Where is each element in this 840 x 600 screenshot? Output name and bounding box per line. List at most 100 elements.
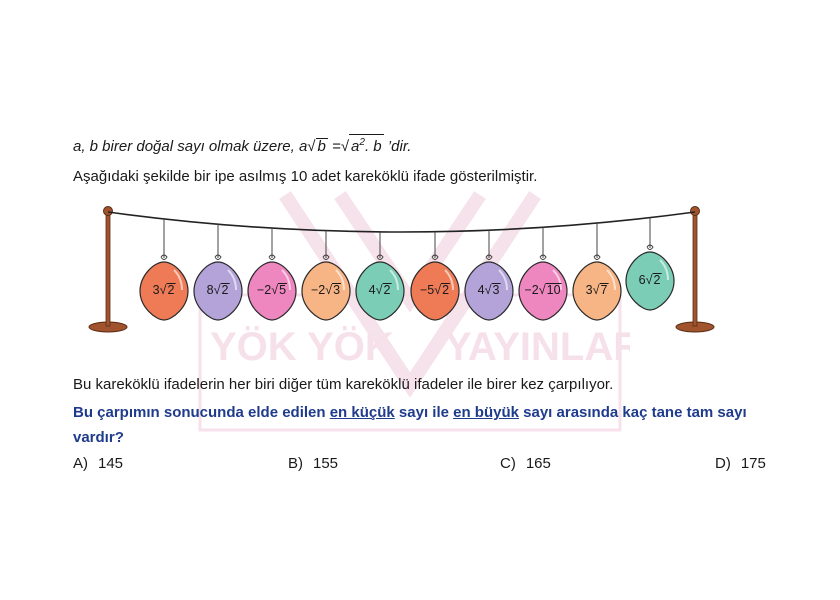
sqrt-symbol: √ (645, 273, 653, 287)
balloon-body (464, 261, 514, 321)
choice-b-label: B) (288, 455, 303, 472)
balloon (301, 230, 351, 321)
balloon-label: 8√2 (207, 283, 230, 297)
balloon-shine (281, 269, 291, 291)
root-rest: . b (364, 138, 382, 155)
balloon-radicand: 2 (382, 283, 392, 297)
balloon-body (625, 251, 675, 311)
balloon-radicand: 2 (220, 283, 230, 297)
problem-statement: Bu kareköklü ifadelerin her biri diğer t… (73, 376, 614, 393)
balloon-shine (552, 269, 562, 291)
balloon-body (301, 261, 351, 321)
balloon-body (193, 261, 243, 321)
sqrt-symbol: √ (538, 283, 546, 297)
balloon-knot (646, 244, 654, 250)
choice-c[interactable]: C) 165 (500, 455, 551, 472)
balloon (410, 231, 460, 321)
balloon-radicand: 5 (278, 283, 288, 297)
balloon-radicand: 2 (652, 273, 662, 287)
rope (107, 211, 696, 233)
intro-suffix: ’dir. (383, 138, 412, 155)
intro-equals: = (327, 138, 341, 155)
balloon-label: −2√3 (310, 283, 342, 297)
balloon (625, 217, 675, 311)
watermark-text-left: YÖK YÖK (210, 324, 394, 369)
balloon-knot (539, 254, 547, 260)
balloon-shine (227, 269, 237, 291)
balloon-radicand: 10 (545, 283, 562, 297)
sqrt-symbol: √ (375, 283, 383, 297)
balloon-label: −2√10 (524, 283, 562, 297)
balloon-coefficient: −2 (256, 283, 272, 297)
balloon-coefficient: 8 (206, 283, 214, 297)
balloon-body (139, 261, 189, 321)
watermark-text-right: YAYINLARI (445, 325, 630, 369)
balloon-body (247, 261, 297, 321)
sqrt-symbol: √ (307, 138, 316, 155)
balloon-shine (659, 259, 669, 281)
sqrt-symbol: √ (484, 283, 492, 297)
balloon-shine (444, 269, 454, 291)
choice-c-value: 165 (525, 455, 551, 472)
balloon-shine (389, 269, 399, 291)
sqrt-symbol: √ (213, 283, 221, 297)
choice-b-value: 155 (313, 455, 339, 472)
balloon-knot (214, 254, 222, 260)
balloon-shine (606, 269, 616, 291)
question-part2: sayı ile (394, 404, 454, 421)
balloon-label: 3√2 (153, 283, 176, 297)
root-a: a (351, 138, 360, 155)
balloon-label: 6√2 (639, 273, 662, 287)
balloon-coefficient: 4 (477, 283, 485, 297)
balloon-radicand: 2 (166, 283, 176, 297)
balloon-shine (498, 269, 508, 291)
balloon-knot (268, 254, 276, 260)
balloon-shine (335, 269, 345, 291)
sqrt-symbol: √ (271, 283, 279, 297)
balloon-knot (160, 254, 168, 260)
balloon-knot (376, 254, 384, 260)
sqrt-symbol: √ (434, 283, 442, 297)
question-text: Bu çarpımın sonucunda elde edilen en küç… (73, 400, 773, 450)
question-part3: sayı arasında kaç tane tam sayı vardır? (73, 404, 747, 446)
balloon-label: 3√7 (586, 283, 609, 297)
question-largest: en büyük (453, 404, 519, 421)
sqrt-symbol: √ (325, 283, 333, 297)
balloon-coefficient: −2 (524, 283, 539, 297)
choice-a[interactable]: A) 145 (73, 455, 123, 472)
balloon-shine (173, 269, 183, 291)
balloon-knot (593, 254, 601, 260)
balloon-radicand: 3 (332, 283, 342, 297)
balloon-knot (431, 254, 439, 260)
sqrt-symbol: √ (592, 283, 600, 297)
balloon-label: −5√2 (419, 283, 451, 297)
exponent: 2 (359, 137, 365, 148)
balloon-body (355, 261, 405, 321)
balloon (464, 230, 514, 321)
intro-definition: a, b birer doğal sayı olmak üzere, a√ b =… (73, 134, 411, 155)
balloon-coefficient: 3 (585, 283, 593, 297)
balloon-knot (322, 254, 330, 260)
figure-description: Aşağıdaki şekilde bir ipe asılmış 10 ade… (73, 168, 538, 185)
balloon (572, 223, 622, 321)
choice-b[interactable]: B) 155 (288, 455, 338, 472)
choice-c-label: C) (500, 455, 516, 472)
balloon-coefficient: −2 (310, 283, 326, 297)
choice-a-value: 145 (98, 455, 124, 472)
balloon (355, 231, 405, 321)
choice-d[interactable]: D) 175 (715, 455, 766, 472)
balloon-body (572, 261, 622, 321)
balloon-coefficient: 6 (638, 273, 646, 287)
intro-prefix: a, b birer doğal sayı olmak üzere, a (73, 138, 308, 155)
choice-d-label: D) (715, 455, 731, 472)
balloon-label: 4√3 (478, 283, 501, 297)
right-pole (675, 206, 715, 333)
balloons-layer (139, 217, 675, 321)
root-a2b: a2. b (349, 134, 384, 154)
sqrt-symbol: √ (340, 138, 350, 155)
balloon-label: 4√2 (369, 283, 392, 297)
balloon-knot (485, 254, 493, 260)
balloon-coefficient: −5 (419, 283, 435, 297)
choice-a-label: A) (73, 455, 88, 472)
balloon (193, 224, 243, 321)
